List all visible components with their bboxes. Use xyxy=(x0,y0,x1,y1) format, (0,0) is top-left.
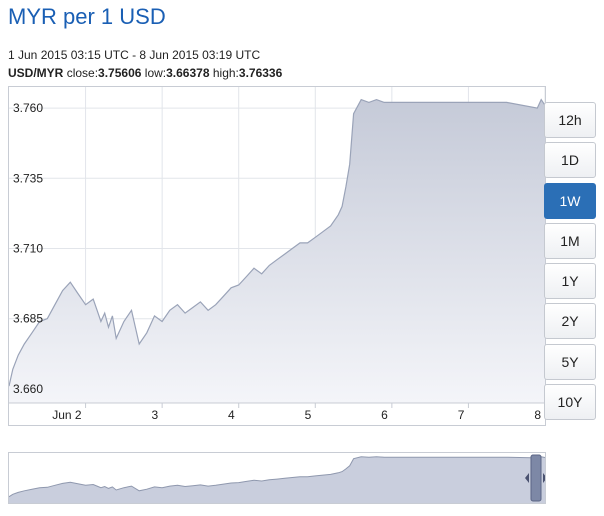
low-value: 3.66378 xyxy=(166,66,210,80)
range-button-1m[interactable]: 1M xyxy=(544,222,596,259)
range-button-10y[interactable]: 10Y xyxy=(544,384,596,421)
chart-area: 3.660 3.685 3.710 3.735 3.760 Jun 2 3 4 5 6 7 8 xyxy=(8,86,546,426)
y-tick-label: 3.685 xyxy=(13,312,43,326)
range-button-group: 12h 1D 1W 1M 1Y 2Y 5Y 10Y xyxy=(544,102,596,424)
rate-stats: USD/MYR close:3.75606 low:3.66378 high:3… xyxy=(8,66,282,80)
x-tick-label: 5 xyxy=(305,408,312,422)
navigator-right-arrow-icon xyxy=(543,473,545,483)
range-button-1y[interactable]: 1Y xyxy=(544,263,596,300)
chart-svg: 3.660 3.685 3.710 3.735 3.760 Jun 2 3 4 5 6 7 8 xyxy=(9,87,545,422)
x-tick-label: 8 xyxy=(534,408,541,422)
x-tick-label: 3 xyxy=(151,408,158,422)
navigator-area xyxy=(9,456,545,503)
range-button-12h[interactable]: 12h xyxy=(544,102,596,138)
navigator[interactable] xyxy=(8,452,546,504)
y-tick-label: 3.760 xyxy=(13,101,43,115)
close-label: close: xyxy=(66,66,99,80)
pair-label: USD/MYR xyxy=(8,66,64,80)
range-button-2y[interactable]: 2Y xyxy=(544,303,596,340)
high-label: high: xyxy=(212,66,239,80)
navigator-handle[interactable] xyxy=(530,454,542,502)
series-line xyxy=(9,98,545,387)
x-tick-label: 7 xyxy=(458,408,465,422)
range-button-1w[interactable]: 1W xyxy=(544,182,596,219)
series-area xyxy=(9,99,545,403)
close-value: 3.75606 xyxy=(98,66,142,80)
navigator-left-arrow-icon xyxy=(525,473,529,483)
high-value: 3.76336 xyxy=(238,66,283,80)
date-range-text: 1 Jun 2015 03:15 UTC - 8 Jun 2015 03:19 … xyxy=(8,48,261,62)
y-tick-label: 3.735 xyxy=(13,171,43,185)
page-title: MYR per 1 USD xyxy=(8,4,166,29)
x-tick-label: 4 xyxy=(228,408,235,422)
range-button-1d[interactable]: 1D xyxy=(544,142,596,179)
low-label: low: xyxy=(144,66,167,80)
x-tick-label: 6 xyxy=(381,408,388,422)
navigator-svg xyxy=(9,454,545,503)
range-button-5y[interactable]: 5Y xyxy=(544,343,596,380)
y-tick-label: 3.660 xyxy=(13,382,43,396)
navigator-line xyxy=(9,456,545,498)
x-tick-label: Jun 2 xyxy=(52,408,82,422)
y-tick-label: 3.710 xyxy=(13,242,43,256)
